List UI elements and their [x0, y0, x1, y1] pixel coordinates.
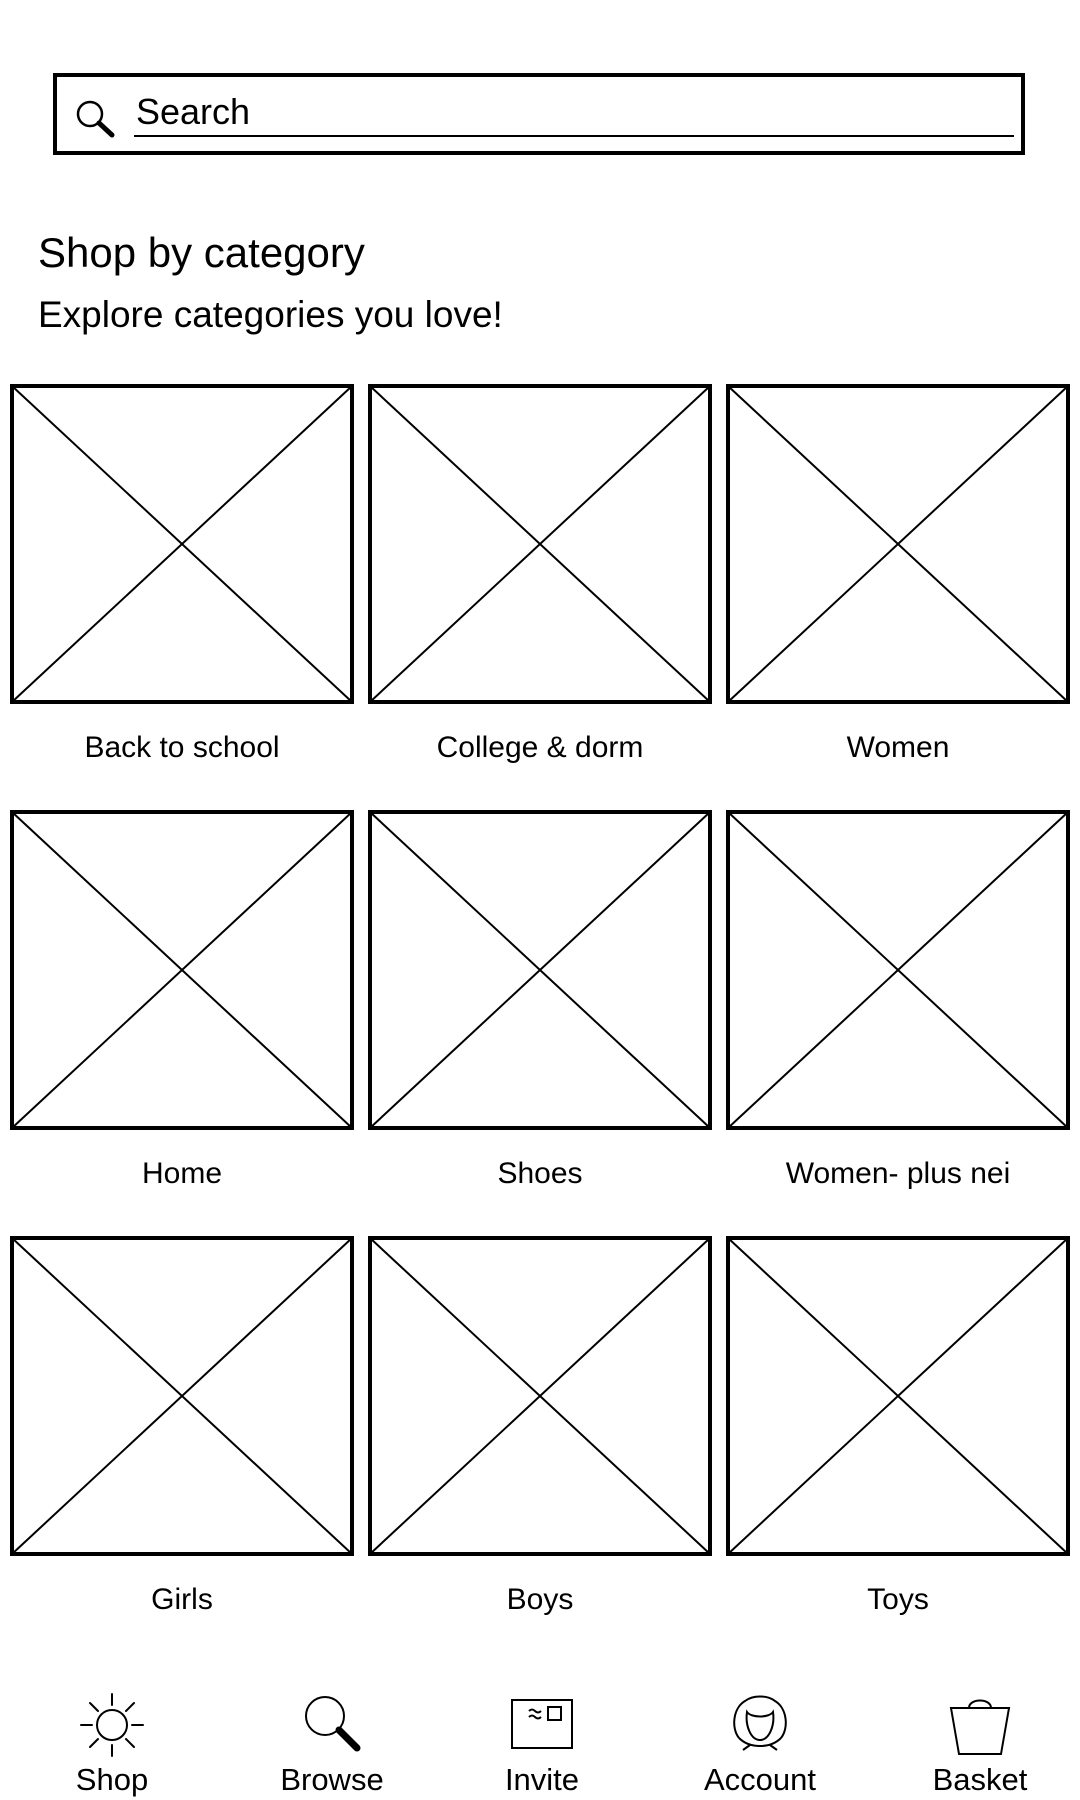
person-icon	[733, 1695, 787, 1751]
nav-item-browse[interactable]: Browse	[242, 1690, 422, 1800]
nav-item-account[interactable]: Account	[670, 1690, 850, 1800]
image-placeholder-icon	[10, 810, 354, 1130]
category-card-toys[interactable]: Toys	[726, 1236, 1070, 1616]
search-bar[interactable]	[53, 73, 1025, 155]
image-placeholder-icon	[726, 1236, 1070, 1556]
nav-item-shop[interactable]: Shop	[22, 1690, 202, 1800]
image-placeholder-icon	[10, 1236, 354, 1556]
category-card-home[interactable]: Home	[10, 810, 354, 1190]
category-label: Toys	[867, 1583, 929, 1616]
page-title: Shop by category	[38, 229, 365, 276]
image-placeholder-icon	[10, 384, 354, 704]
nav-item-invite[interactable]: Invite	[452, 1690, 632, 1800]
category-card-back-to-school[interactable]: Back to school	[10, 384, 354, 764]
image-placeholder-icon	[368, 384, 712, 704]
nav-label-basket: Basket	[932, 1762, 1028, 1797]
envelope-icon	[511, 1699, 573, 1749]
category-label: College & dorm	[436, 731, 644, 764]
nav-label-shop: Shop	[75, 1762, 149, 1797]
category-card-women-plus[interactable]: Women- plus nei	[726, 810, 1070, 1190]
nav-label-invite: Invite	[504, 1762, 580, 1797]
category-card-college-dorm[interactable]: College & dorm	[368, 384, 712, 764]
category-label: Shoes	[497, 1157, 583, 1190]
category-card-women[interactable]: Women	[726, 384, 1070, 764]
sun-icon	[80, 1693, 144, 1757]
category-label: Girls	[151, 1583, 213, 1616]
category-card-shoes[interactable]: Shoes	[368, 810, 712, 1190]
category-label: Women- plus nei	[785, 1157, 1011, 1190]
search-icon	[305, 1696, 361, 1752]
page-subtitle: Explore categories you love!	[38, 294, 503, 335]
category-card-boys[interactable]: Boys	[368, 1236, 712, 1616]
bottom-nav: Shop Browse Invite Account Baske	[0, 1690, 1080, 1800]
image-placeholder-icon	[368, 810, 712, 1130]
category-label: Boys	[506, 1583, 574, 1616]
image-placeholder-icon	[726, 384, 1070, 704]
basket-icon	[949, 1699, 1011, 1755]
image-placeholder-icon	[368, 1236, 712, 1556]
nav-item-basket[interactable]: Basket	[890, 1690, 1070, 1800]
nav-label-browse: Browse	[280, 1762, 384, 1797]
category-label: Home	[141, 1157, 223, 1190]
nav-label-account: Account	[703, 1762, 816, 1797]
category-label: Back to school	[84, 731, 280, 764]
search-icon	[76, 100, 115, 138]
category-card-girls[interactable]: Girls	[10, 1236, 354, 1616]
image-placeholder-icon	[726, 810, 1070, 1130]
search-input[interactable]	[134, 89, 1014, 137]
category-label: Women	[846, 731, 950, 764]
